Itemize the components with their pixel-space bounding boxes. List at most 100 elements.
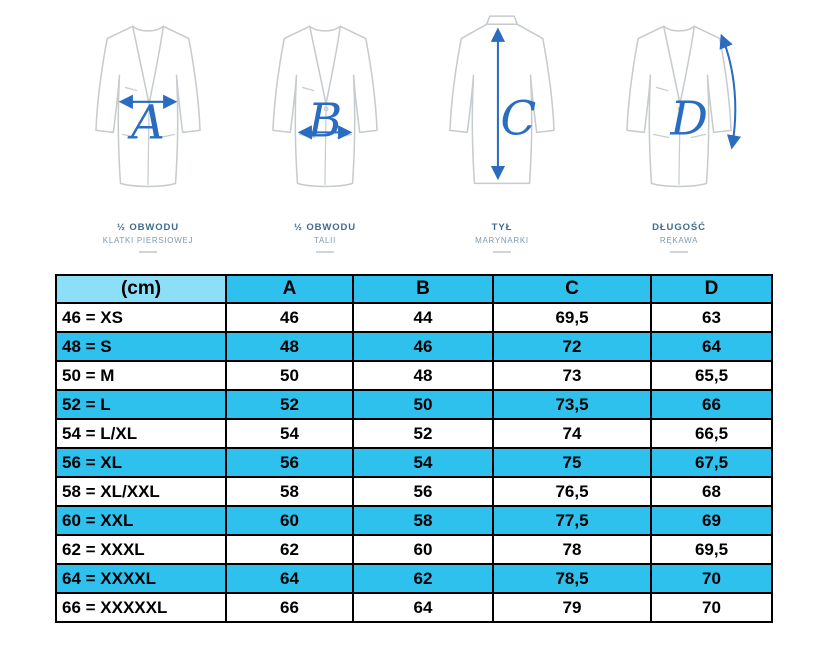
table-row: 64 = XXXXL 64 62 78,5 70: [55, 563, 773, 594]
cell-c: 72: [492, 331, 652, 362]
cell-a: 62: [225, 534, 354, 565]
diagram-label-d: DŁUGOŚĆ RĘKAWA: [652, 222, 706, 253]
size-cell: 60 = XXL: [55, 505, 227, 536]
size-cell: 56 = XL: [55, 447, 227, 478]
cell-c: 69,5: [492, 302, 652, 333]
table-row: 46 = XS 46 44 69,5 63: [55, 302, 773, 333]
letter-a: A: [127, 96, 165, 151]
cell-c: 76,5: [492, 476, 652, 507]
size-cell: 66 = XXXXXL: [55, 592, 227, 623]
cell-b: 46: [352, 331, 494, 362]
jacket-outline: [95, 25, 201, 188]
label-underline: [316, 251, 334, 253]
size-cell: 46 = XS: [55, 302, 227, 333]
jacket-lapels: [131, 25, 165, 105]
header-cm: (cm): [55, 274, 227, 304]
jacket-front-line: [324, 103, 327, 186]
cell-c: 79: [492, 592, 652, 623]
jacket-pockets: [121, 86, 176, 139]
table-row: 66 = XXXXXL 66 64 79 70: [55, 592, 773, 623]
size-cell: 54 = L/XL: [55, 418, 227, 449]
cell-c: 77,5: [492, 505, 652, 536]
size-cell: 52 = L: [55, 389, 227, 420]
cell-c: 78: [492, 534, 652, 565]
cell-a: 66: [225, 592, 354, 623]
cell-b: 48: [352, 360, 494, 391]
diagram-label-a-line2: KLATKI PIERSIOWEJ: [102, 236, 194, 245]
header-b: B: [352, 274, 494, 304]
cell-b: 44: [352, 302, 494, 333]
table-row: 48 = S 48 46 72 64: [55, 331, 773, 362]
cell-d: 70: [650, 592, 773, 623]
cell-a: 64: [225, 563, 354, 594]
size-cell: 50 = M: [55, 360, 227, 391]
diagram-label-c-line1: TYŁ: [491, 222, 513, 233]
diagram-label-b-line2: TALII: [313, 236, 337, 245]
jacket-collar: [485, 15, 519, 26]
cell-b: 52: [352, 418, 494, 449]
diagram-label-c-line2: MARYNARKI: [475, 236, 529, 245]
label-underline: [493, 251, 511, 253]
sleeve-measure-arrow: [719, 33, 742, 150]
cell-a: 48: [225, 331, 354, 362]
table-row: 52 = L 52 50 73,5 66: [55, 389, 773, 420]
header-c: C: [492, 274, 652, 304]
label-underline: [139, 251, 157, 253]
size-cell: 62 = XXXL: [55, 534, 227, 565]
cell-d: 65,5: [650, 360, 773, 391]
cell-b: 54: [352, 447, 494, 478]
jacket-front-illustration-d: D: [626, 25, 742, 188]
cell-b: 64: [352, 592, 494, 623]
diagram-label-a: ½ OBWODU KLATKI PIERSIOWEJ: [103, 222, 193, 253]
cell-c: 74: [492, 418, 652, 449]
cell-c: 78,5: [492, 563, 652, 594]
jacket-lapels: [308, 25, 342, 105]
diagram-sleeve-length: D DŁUGOŚĆ RĘKAWA: [593, 10, 765, 268]
cell-c: 73,5: [492, 389, 652, 420]
cell-d: 66,5: [650, 418, 773, 449]
diagram-label-d-line2: RĘKAWA: [659, 236, 699, 245]
table-row: 50 = M 50 48 73 65,5: [55, 360, 773, 391]
diagram-label-d-line1: DŁUGOŚĆ: [652, 222, 706, 233]
letter-b: B: [307, 93, 342, 148]
table-row: 58 = XL/XXL 58 56 76,5 68: [55, 476, 773, 507]
letter-c: C: [500, 91, 536, 146]
diagram-back-length: C TYŁ MARYNARKI: [416, 10, 588, 268]
cell-b: 62: [352, 563, 494, 594]
cell-a: 46: [225, 302, 354, 333]
cell-d: 69,5: [650, 534, 773, 565]
cell-d: 66: [650, 389, 773, 420]
diagram-chest: A ½ OBWODU KLATKI PIERSIOWEJ: [62, 10, 234, 268]
cell-d: 68: [650, 476, 773, 507]
jacket-button: [323, 106, 329, 112]
cell-a: 54: [225, 418, 354, 449]
cell-d: 64: [650, 331, 773, 362]
cell-a: 58: [225, 476, 354, 507]
size-cell: 64 = XXXXL: [55, 563, 227, 594]
table-header-row: (cm) A B C D: [55, 274, 773, 304]
jacket-front-illustration-b: B: [272, 25, 378, 188]
cell-d: 67,5: [650, 447, 773, 478]
table-row: 62 = XXXL 62 60 78 69,5: [55, 534, 773, 565]
diagram-label-a-line1: ½ OBWODU: [116, 222, 180, 233]
jacket-outline: [272, 25, 378, 188]
header-d: D: [650, 274, 773, 304]
letter-d: D: [669, 91, 708, 146]
cell-a: 50: [225, 360, 354, 391]
jacket-pockets: [652, 86, 707, 139]
table-row: 56 = XL 56 54 75 67,5: [55, 447, 773, 478]
cell-a: 56: [225, 447, 354, 478]
cell-c: 73: [492, 360, 652, 391]
cell-b: 60: [352, 534, 494, 565]
size-cell: 58 = XL/XXL: [55, 476, 227, 507]
cell-b: 56: [352, 476, 494, 507]
diagram-label-b-line1: ½ OBWODU: [293, 222, 357, 233]
diagram-waist: B ½ OBWODU TALII: [239, 10, 411, 268]
jacket-front-illustration-a: A: [95, 25, 201, 188]
jacket-outline: [449, 23, 555, 185]
cell-b: 58: [352, 505, 494, 536]
diagram-label-c: TYŁ MARYNARKI: [475, 222, 529, 253]
cell-d: 70: [650, 563, 773, 594]
jacket-front-line: [147, 103, 150, 186]
header-a: A: [225, 274, 354, 304]
